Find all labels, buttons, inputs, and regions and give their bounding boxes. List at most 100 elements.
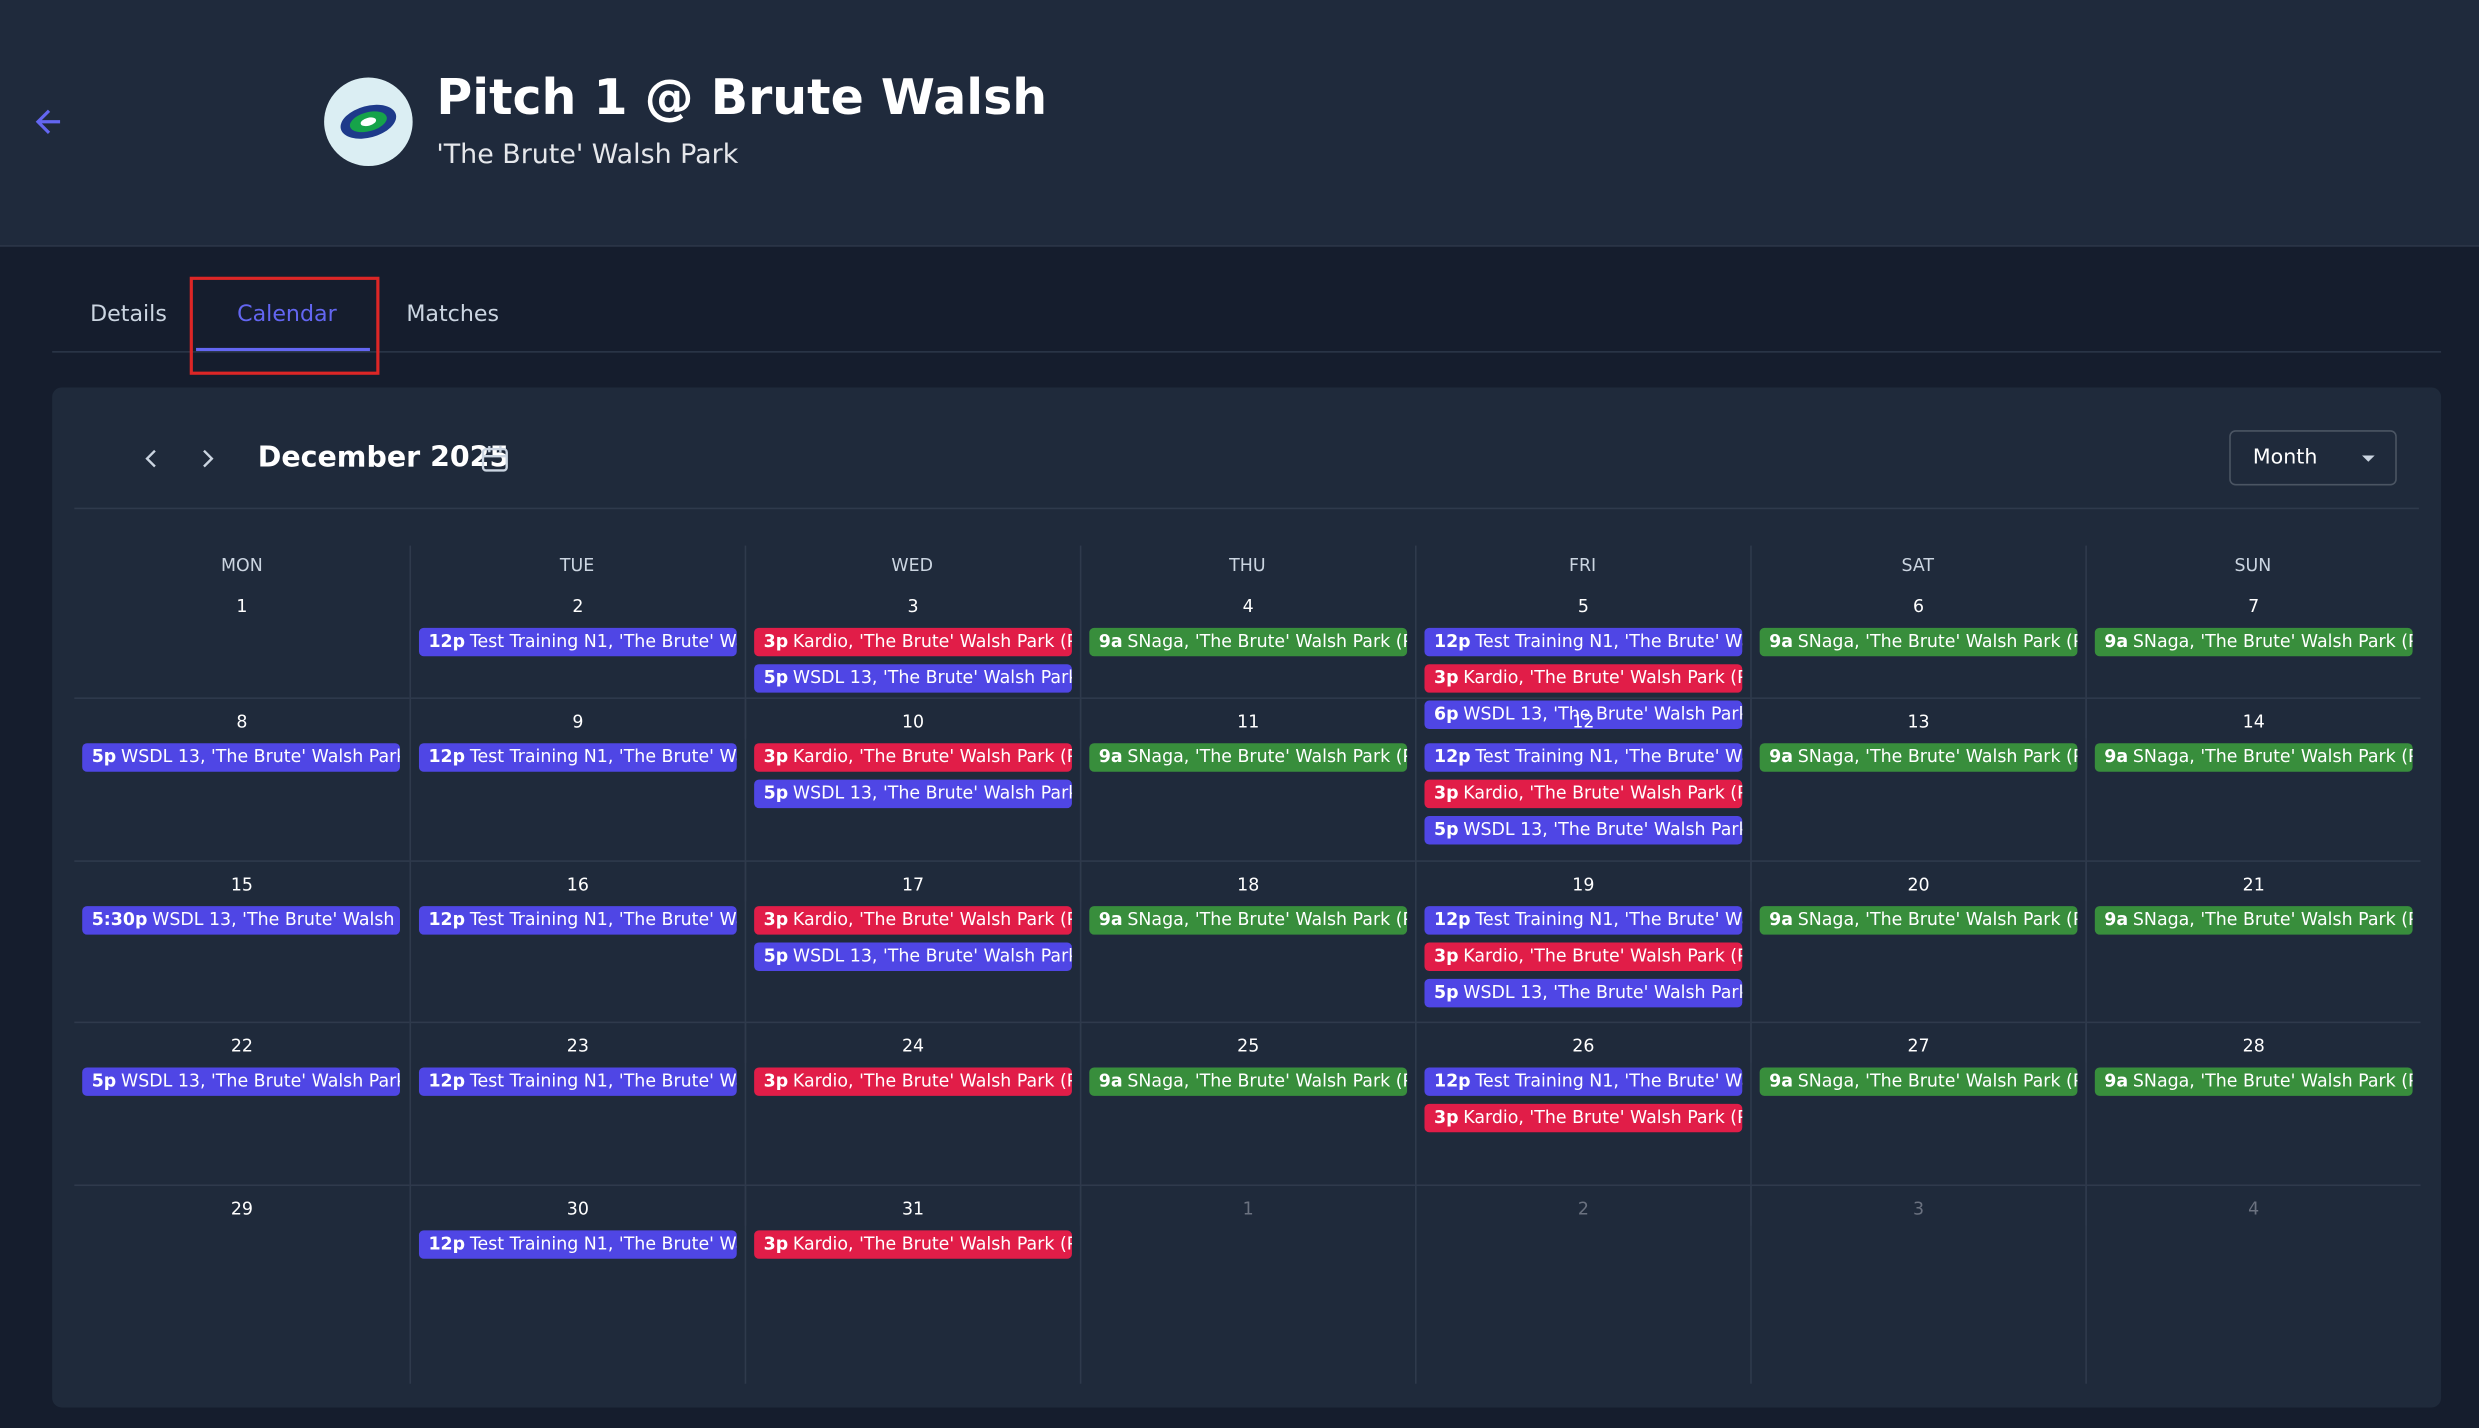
prev-button[interactable] xyxy=(142,448,161,470)
event[interactable]: 3p Kardio, 'The Brute' Walsh Park (Pit xyxy=(754,1067,1072,1096)
weekday-label: FRI xyxy=(1568,555,1597,576)
event[interactable]: 3p Kardio, 'The Brute' Walsh Park (Pit xyxy=(754,1230,1072,1259)
day-number: 19 xyxy=(1572,874,1595,896)
event-title: SNaga, 'The Brute' Walsh Park (Pi xyxy=(1797,746,2078,767)
tab[interactable]: Details xyxy=(90,302,167,328)
day-cell[interactable]: 14 9a SNaga, 'The Brute' Walsh Park (Pi xyxy=(2085,697,2421,902)
day-cell[interactable]: 29 xyxy=(74,1184,410,1383)
day-cell[interactable]: 24 3p Kardio, 'The Brute' Walsh Park (Pit xyxy=(744,1021,1080,1226)
day-cell[interactable]: 2 12p Test Training N1, 'The Brute' Wals xyxy=(409,545,744,739)
event[interactable]: 9a SNaga, 'The Brute' Walsh Park (Pi xyxy=(2094,1067,2413,1096)
page-subtitle: 'The Brute' Walsh Park xyxy=(436,139,739,171)
day-cell[interactable]: 9 12p Test Training N1, 'The Brute' Wals xyxy=(409,697,745,902)
event[interactable]: 12p Test Training N1, 'The Brute' Wals xyxy=(418,1067,737,1096)
event[interactable]: 3p Kardio, 'The Brute' Walsh Park (Pit xyxy=(754,743,1072,772)
event[interactable]: 5p WSDL 13, 'The Brute' Walsh Park ( xyxy=(82,1067,400,1096)
day-cell[interactable]: 25 9a SNaga, 'The Brute' Walsh Park (Pi xyxy=(1079,1021,1415,1226)
day-cell[interactable]: 22 5p WSDL 13, 'The Brute' Walsh Park ( xyxy=(74,1021,410,1226)
day-cell[interactable]: 3 3p Kardio, 'The Brute' Walsh Park (Pit 5p… xyxy=(744,545,1080,739)
day-cell[interactable]: 13 9a SNaga, 'The Brute' Walsh Park (Pi xyxy=(1750,697,2086,902)
day-cell[interactable]: 27 9a SNaga, 'The Brute' Walsh Park (Pi xyxy=(1750,1021,2086,1226)
event[interactable]: 9a SNaga, 'The Brute' Walsh Park (Pi xyxy=(1759,906,2078,935)
event[interactable]: 3p Kardio, 'The Brute' Walsh Park (Pit xyxy=(1424,942,1743,971)
event[interactable]: 12p Test Training N1, 'The Brute' Wals xyxy=(418,627,737,657)
day-cell[interactable]: 15 5:30p WSDL 13, 'The Brute' Walsh Pa xyxy=(74,860,410,1062)
event[interactable]: 9a SNaga, 'The Brute' Walsh Park (Pi xyxy=(1759,627,2078,657)
event[interactable]: 5p WSDL 13, 'The Brute' Walsh Park ( xyxy=(82,743,400,772)
weekday-label: MON xyxy=(221,555,263,576)
event-time: 3p xyxy=(763,630,789,652)
event-time: 12p xyxy=(1433,630,1471,652)
event[interactable]: 12p Test Training N1, 'The Brute' Wals xyxy=(1424,1067,1743,1096)
day-cell[interactable]: 28 9a SNaga, 'The Brute' Walsh Park (Pi xyxy=(2085,1021,2421,1226)
event[interactable]: 3p Kardio, 'The Brute' Walsh Park (Pit xyxy=(1424,664,1743,693)
calendar-panel: December 2025 Month MON TUE WED THU FRI SAT SU… xyxy=(52,387,2442,1408)
tab[interactable]: Matches xyxy=(406,302,500,328)
day-number: 8 xyxy=(236,711,248,733)
event-title: Test Training N1, 'The Brute' Wals xyxy=(469,1233,737,1255)
day-cell[interactable]: 23 12p Test Training N1, 'The Brute' Wals xyxy=(409,1021,745,1226)
back-button[interactable] xyxy=(35,104,63,139)
event[interactable]: 9a SNaga, 'The Brute' Walsh Park (Pi xyxy=(2094,627,2413,657)
event[interactable]: 5:30p WSDL 13, 'The Brute' Walsh Pa xyxy=(82,906,400,935)
view-select[interactable]: Month xyxy=(2229,430,2397,486)
event-time: 9a xyxy=(2104,746,2129,767)
event[interactable]: 9a SNaga, 'The Brute' Walsh Park (Pi xyxy=(1759,743,2078,772)
day-cell[interactable]: 3 xyxy=(1750,1184,2086,1384)
day-cell[interactable]: 8 5p WSDL 13, 'The Brute' Walsh Park ( xyxy=(74,697,410,901)
event[interactable]: 5p WSDL 13, 'The Brute' Walsh Park ( xyxy=(1424,816,1743,845)
day-cell[interactable]: 10 3p Kardio, 'The Brute' Walsh Park (Pit 5… xyxy=(744,697,1080,902)
event[interactable]: 6p WSDL 13, 'The Brute' Walsh Park ( xyxy=(1424,700,1743,730)
day-cell[interactable]: 12 12p Test Training N1, 'The Brute' Wals 3… xyxy=(1414,697,1751,902)
day-cell[interactable]: 1 xyxy=(74,546,409,739)
day-cell[interactable]: 2 xyxy=(1414,1184,1751,1384)
tab-active[interactable]: Calendar xyxy=(237,302,337,328)
day-number: 26 xyxy=(1572,1035,1595,1057)
day-cell[interactable]: 21 9a SNaga, 'The Brute' Walsh Park (Pi xyxy=(2085,860,2421,1063)
event[interactable]: 12p Test Training N1, 'The Brute' Wals xyxy=(418,1230,737,1259)
event[interactable]: 5p WSDL 13, 'The Brute' Walsh Park ( xyxy=(1424,978,1743,1008)
event[interactable]: 12p Test Training N1, 'The Brute' Wals xyxy=(418,743,737,772)
day-number: 7 xyxy=(2248,596,2260,617)
calendar-icon[interactable] xyxy=(481,444,509,472)
day-cell[interactable]: 6 9a SNaga, 'The Brute' Walsh Park (Pi xyxy=(1750,545,2085,739)
event[interactable]: 3p Kardio, 'The Brute' Walsh Park (Pit xyxy=(1424,1103,1743,1133)
event-title: Test Training N1, 'The Brute' Wals xyxy=(469,909,737,930)
next-button[interactable] xyxy=(198,448,217,470)
day-number: 25 xyxy=(1237,1035,1260,1057)
event[interactable]: 9a SNaga, 'The Brute' Walsh Park (Pi xyxy=(1089,743,1408,772)
event[interactable]: 9a SNaga, 'The Brute' Walsh Park (Pi xyxy=(1089,627,1408,657)
event[interactable]: 12p Test Training N1, 'The Brute' Wals xyxy=(418,906,737,935)
event[interactable]: 12p Test Training N1, 'The Brute' Wals xyxy=(1424,627,1743,657)
event[interactable]: 5p WSDL 13, 'The Brute' Walsh Park ( xyxy=(754,664,1072,693)
day-cell[interactable]: 16 12p Test Training N1, 'The Brute' Wals xyxy=(409,860,745,1063)
event[interactable]: 3p Kardio, 'The Brute' Walsh Park (Pit xyxy=(1424,779,1743,809)
day-cell[interactable]: 4 xyxy=(2085,1184,2421,1384)
event[interactable]: 5p WSDL 13, 'The Brute' Walsh Park ( xyxy=(754,779,1072,809)
event[interactable]: 9a SNaga, 'The Brute' Walsh Park (Pi xyxy=(1089,906,1408,935)
day-cell[interactable]: 1 xyxy=(1079,1184,1415,1384)
day-cell[interactable]: 30 12p Test Training N1, 'The Brute' Wals xyxy=(409,1184,745,1384)
day-cell[interactable]: 20 9a SNaga, 'The Brute' Walsh Park (Pi xyxy=(1750,860,2086,1063)
day-cell[interactable]: 17 3p Kardio, 'The Brute' Walsh Park (Pit 5… xyxy=(744,860,1080,1063)
day-cell[interactable]: 18 9a SNaga, 'The Brute' Walsh Park (Pi xyxy=(1079,860,1415,1063)
event[interactable]: 3p Kardio, 'The Brute' Walsh Park (Pit xyxy=(754,906,1072,935)
day-cell[interactable]: 4 9a SNaga, 'The Brute' Walsh Park (Pi xyxy=(1079,545,1415,739)
venue-logo xyxy=(324,77,413,167)
day-cell[interactable]: 11 9a SNaga, 'The Brute' Walsh Park (Pi xyxy=(1079,697,1415,902)
event[interactable]: 12p Test Training N1, 'The Brute' Wals xyxy=(1424,906,1743,935)
day-cell[interactable]: 26 12p Test Training N1, 'The Brute' Wals 3… xyxy=(1414,1021,1751,1226)
event[interactable]: 12p Test Training N1, 'The Brute' Wals xyxy=(1424,743,1743,772)
event-time: 12p xyxy=(1433,746,1471,767)
event[interactable]: 3p Kardio, 'The Brute' Walsh Park (Pit xyxy=(754,627,1072,657)
day-cell[interactable]: 7 9a SNaga, 'The Brute' Walsh Park (Pi xyxy=(2085,545,2420,739)
event[interactable]: 9a SNaga, 'The Brute' Walsh Park (Pi xyxy=(1089,1067,1408,1096)
day-cell[interactable]: 31 3p Kardio, 'The Brute' Walsh Park (Pit xyxy=(744,1184,1080,1384)
event[interactable]: 9a SNaga, 'The Brute' Walsh Park (Pi xyxy=(1759,1067,2078,1096)
event[interactable]: 5p WSDL 13, 'The Brute' Walsh Park ( xyxy=(754,942,1072,971)
event[interactable]: 9a SNaga, 'The Brute' Walsh Park (Pi xyxy=(2094,743,2413,772)
day-cell[interactable]: 19 12p Test Training N1, 'The Brute' Wals 3… xyxy=(1414,860,1751,1063)
day-number: 1 xyxy=(236,596,248,617)
day-cell[interactable]: 5 12p Test Training N1, 'The Brute' Wals 3p… xyxy=(1414,545,1750,739)
event[interactable]: 9a SNaga, 'The Brute' Walsh Park (Pi xyxy=(2094,906,2413,935)
